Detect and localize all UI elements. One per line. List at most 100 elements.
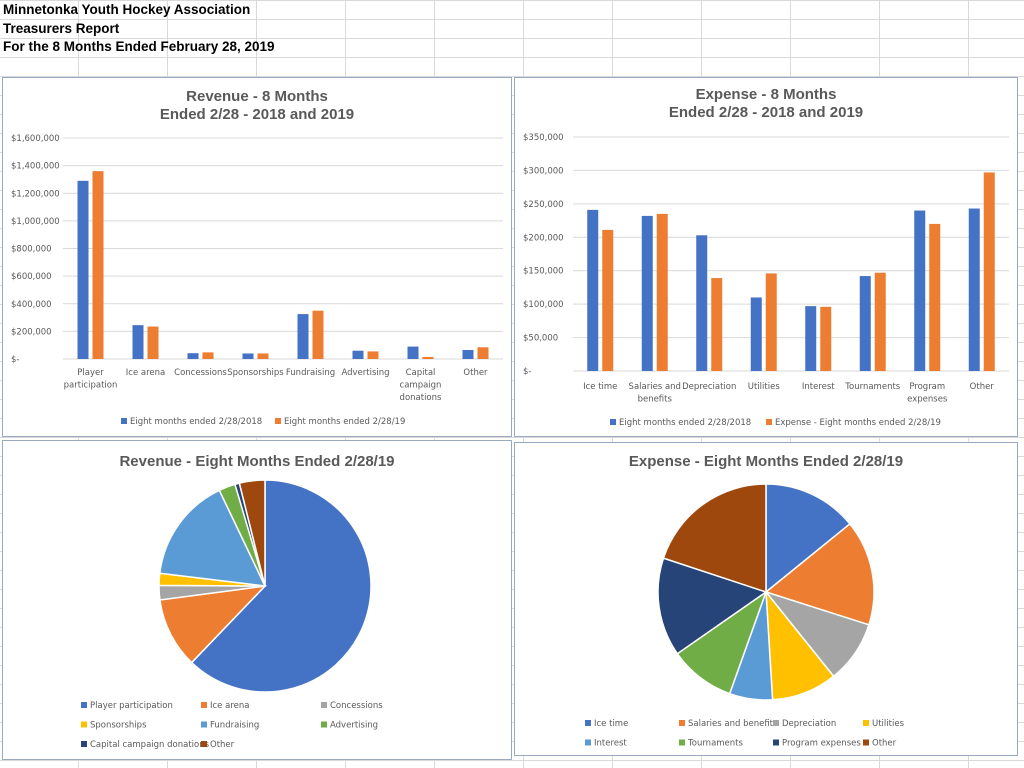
revenue-category-label: campaign — [400, 381, 442, 391]
revenue-legend-label: Eight months ended 2/28/19 — [284, 417, 405, 427]
revenue-ytick-label: $1,400,000 — [11, 162, 60, 172]
revenue-pie-legend-swatch — [201, 721, 207, 728]
revenue-pie-slice — [238, 479, 266, 587]
expense-pie-legend-label: Tournaments — [687, 739, 744, 749]
expense-bar — [765, 273, 777, 371]
expense-pie-legend-label: Program expenses — [782, 739, 861, 749]
revenue-pie-legend-label: Advertising — [330, 721, 378, 731]
expense-pie-legend-swatch — [863, 720, 869, 726]
expense-ytick-label: $- — [523, 367, 531, 377]
expense-ytick-label: $50,000 — [523, 334, 558, 344]
revenue-pie-slice — [158, 489, 267, 587]
revenue-ytick-label: $600,000 — [11, 272, 52, 282]
expense-pie-legend-label: Salaries and benefits — [688, 719, 778, 729]
expense-bar — [750, 297, 762, 371]
expense-bar-chart-panel[interactable]: Expense - 8 Months Ended 2/28 - 2018 and… — [514, 77, 1018, 437]
revenue-pie-slice — [159, 584, 268, 664]
expense-category-label: benefits — [638, 395, 673, 405]
revenue-category-label: Fundraising — [286, 368, 335, 378]
expense-legend-label: Expense - Eight months ended 2/28/19 — [775, 418, 941, 428]
revenue-bar — [477, 347, 489, 359]
expense-pie-legend-swatch — [773, 739, 779, 746]
revenue-bar — [367, 351, 379, 359]
expense-legend-swatch — [766, 419, 772, 425]
expense-pie-slice — [657, 557, 768, 655]
expense-bar-chart: $- $50,000 $100,000 $150,000 $200,000 $250,00… — [523, 133, 1009, 428]
expense-bar — [983, 172, 995, 371]
expense-legend-label: Eight months ended 2/28/2018 — [619, 418, 751, 428]
expense-bar — [696, 235, 708, 371]
revenue-category-label: Capital — [406, 368, 436, 378]
revenue-bar-chart-title: Revenue - 8 Months Ended 2/28 - 2018 and… — [3, 88, 511, 124]
expense-pie-legend-label: Other — [872, 739, 897, 749]
report-title: Treasurers Report — [3, 20, 120, 36]
revenue-category-label: donations — [400, 393, 442, 403]
revenue-bar — [312, 310, 324, 359]
revenue-ytick-label: $200,000 — [11, 327, 52, 337]
expense-pie-legend-swatch — [773, 720, 779, 726]
expense-pie-slice — [764, 522, 875, 626]
revenue-category-label: Advertising — [341, 368, 389, 378]
expense-bar — [874, 272, 886, 371]
expense-bar — [602, 229, 614, 371]
revenue-pie-legend-swatch — [201, 702, 207, 708]
revenue-pie-legend-label: Capital campaign donations — [90, 740, 210, 750]
revenue-pie-legend-label: Ice arena — [210, 701, 249, 711]
revenue-pie-legend-label: Other — [210, 740, 235, 750]
revenue-category-label: Other — [463, 368, 488, 378]
expense-ytick-label: $150,000 — [523, 267, 564, 277]
revenue-pie-legend-swatch — [201, 741, 207, 747]
expense-bar — [968, 208, 980, 371]
expense-pie-chart: Ice time Salaries and benefits Depreciatio… — [585, 483, 905, 749]
revenue-pie-legend-swatch — [321, 721, 327, 728]
expense-legend-swatch — [610, 419, 616, 425]
expense-category-label: Salaries and — [629, 382, 681, 392]
revenue-bar-title-line1: Revenue - 8 Months — [186, 88, 328, 105]
expense-category-label: Program — [909, 382, 945, 392]
revenue-bar — [422, 356, 434, 359]
expense-bar-title-line2: Ended 2/28 - 2018 and 2019 — [668, 104, 864, 121]
revenue-ytick-label: $1,000,000 — [11, 217, 60, 227]
revenue-pie-legend-label: Player participation — [90, 701, 173, 711]
revenue-bar — [187, 353, 199, 359]
revenue-ytick-label: $1,200,000 — [11, 189, 60, 199]
revenue-bar — [352, 350, 364, 359]
revenue-bar — [77, 180, 89, 359]
expense-bar — [929, 223, 941, 371]
revenue-bar — [257, 353, 269, 359]
report-period: For the 8 Months Ended February 28, 2019 — [3, 39, 275, 54]
expense-bar — [914, 210, 926, 371]
expense-pie-legend-swatch — [863, 739, 869, 746]
revenue-pie-slice — [190, 479, 372, 693]
expense-pie-chart-panel[interactable]: Expense - Eight Months Ended 2/28/19 Ice… — [514, 442, 1018, 756]
revenue-category-label: Ice arena — [126, 368, 165, 378]
revenue-bar — [202, 352, 214, 359]
revenue-bar-chart-panel[interactable]: Revenue - 8 Months Ended 2/28 - 2018 and… — [2, 77, 512, 437]
expense-bar — [641, 215, 653, 371]
revenue-pie-legend-swatch — [81, 741, 87, 747]
expense-category-label: Depreciation — [682, 382, 736, 392]
expense-category-label: expenses — [907, 395, 948, 405]
revenue-pie-legend-label: Fundraising — [210, 721, 259, 731]
expense-pie-legend-swatch — [679, 720, 685, 726]
expense-bar-title-line1: Expense - 8 Months — [695, 86, 837, 103]
revenue-pie-chart-panel[interactable]: Revenue - Eight Months Ended 2/28/19 Pla… — [2, 440, 512, 760]
expense-pie-chart-title: Expense - Eight Months Ended 2/28/19 — [628, 453, 904, 470]
expense-pie-legend-label: Ice time — [594, 719, 628, 729]
revenue-pie-legend-label: Concessions — [330, 701, 383, 711]
expense-pie-legend-swatch — [585, 720, 591, 726]
org-name: Minnetonka Youth Hockey Association — [3, 2, 251, 17]
revenue-bar-title-line2: Ended 2/28 - 2018 and 2019 — [159, 106, 355, 123]
revenue-pie-legend-swatch — [321, 702, 327, 708]
expense-category-label: Interest — [802, 382, 835, 392]
expense-pie-slice — [765, 483, 851, 594]
expense-ytick-label: $350,000 — [523, 133, 564, 143]
revenue-legend-swatch — [275, 418, 281, 424]
revenue-ytick-label: $400,000 — [11, 300, 52, 310]
revenue-ytick-label: $800,000 — [11, 245, 52, 255]
revenue-bar — [407, 346, 419, 359]
expense-ytick-label: $300,000 — [523, 166, 564, 176]
report-header: Minnetonka Youth Hockey Association Trea… — [3, 1, 275, 57]
expense-pie-legend-label: Depreciation — [782, 719, 836, 729]
revenue-bar — [297, 314, 309, 359]
